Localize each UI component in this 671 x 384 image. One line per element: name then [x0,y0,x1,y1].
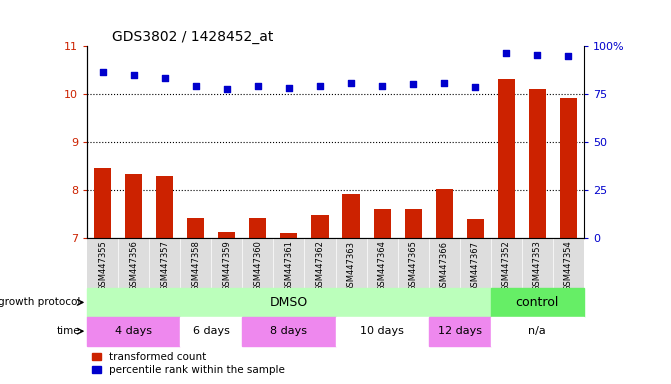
Bar [435,189,453,238]
Bar [560,98,577,238]
Point [191,83,201,89]
Text: DMSO: DMSO [270,296,308,309]
Bar [242,317,336,346]
Text: control: control [515,296,559,309]
Bar [491,317,584,346]
Point [128,72,139,78]
Point [221,86,232,93]
Text: 12 days: 12 days [437,326,482,336]
Text: GSM447354: GSM447354 [564,240,573,291]
Text: 4 days: 4 days [115,326,152,336]
Text: growth protocol: growth protocol [0,297,81,308]
Point [160,74,170,81]
Bar [250,218,266,238]
Point [408,81,419,88]
Bar [94,167,111,238]
Text: GSM447365: GSM447365 [409,240,417,291]
Legend: transformed count, percentile rank within the sample: transformed count, percentile rank withi… [93,352,285,375]
Bar [180,317,242,346]
Text: GSM447367: GSM447367 [470,240,480,291]
Text: GSM447357: GSM447357 [160,240,169,291]
Bar [498,79,515,238]
Text: 8 days: 8 days [270,326,307,336]
Point [97,69,108,75]
Point [532,52,543,58]
Bar [280,233,297,238]
Bar [342,194,360,238]
Text: GSM447356: GSM447356 [130,240,138,291]
Point [315,83,325,89]
Point [563,53,574,59]
Text: GDS3802 / 1428452_at: GDS3802 / 1428452_at [112,30,273,44]
Text: GSM447362: GSM447362 [315,240,325,291]
Bar [218,232,236,238]
Bar [87,317,180,346]
Bar [429,317,491,346]
Text: n/a: n/a [528,326,546,336]
Bar [187,218,205,238]
Bar [125,174,142,238]
Bar [405,209,421,238]
Text: GSM447361: GSM447361 [285,240,293,291]
Point [470,84,480,90]
Point [284,85,295,91]
Bar [529,89,546,238]
Text: GSM447355: GSM447355 [98,240,107,291]
Bar [466,219,484,238]
Text: GSM447366: GSM447366 [440,240,449,291]
Text: time: time [57,326,81,336]
Text: GSM447352: GSM447352 [502,240,511,291]
Point [501,50,511,56]
Text: GSM447360: GSM447360 [254,240,262,291]
Text: GSM447364: GSM447364 [378,240,386,291]
Text: GSM447359: GSM447359 [222,240,231,291]
Bar [311,215,329,238]
Bar [87,288,491,317]
Bar [156,175,173,238]
Point [439,79,450,86]
Bar [374,209,391,238]
Text: GSM447353: GSM447353 [533,240,541,291]
Point [346,80,356,86]
Point [252,83,263,89]
Bar [336,317,429,346]
Bar [491,288,584,317]
Text: GSM447358: GSM447358 [191,240,201,291]
Point [376,83,387,89]
Text: 6 days: 6 days [193,326,229,336]
Text: 10 days: 10 days [360,326,404,336]
Text: GSM447363: GSM447363 [346,240,356,291]
